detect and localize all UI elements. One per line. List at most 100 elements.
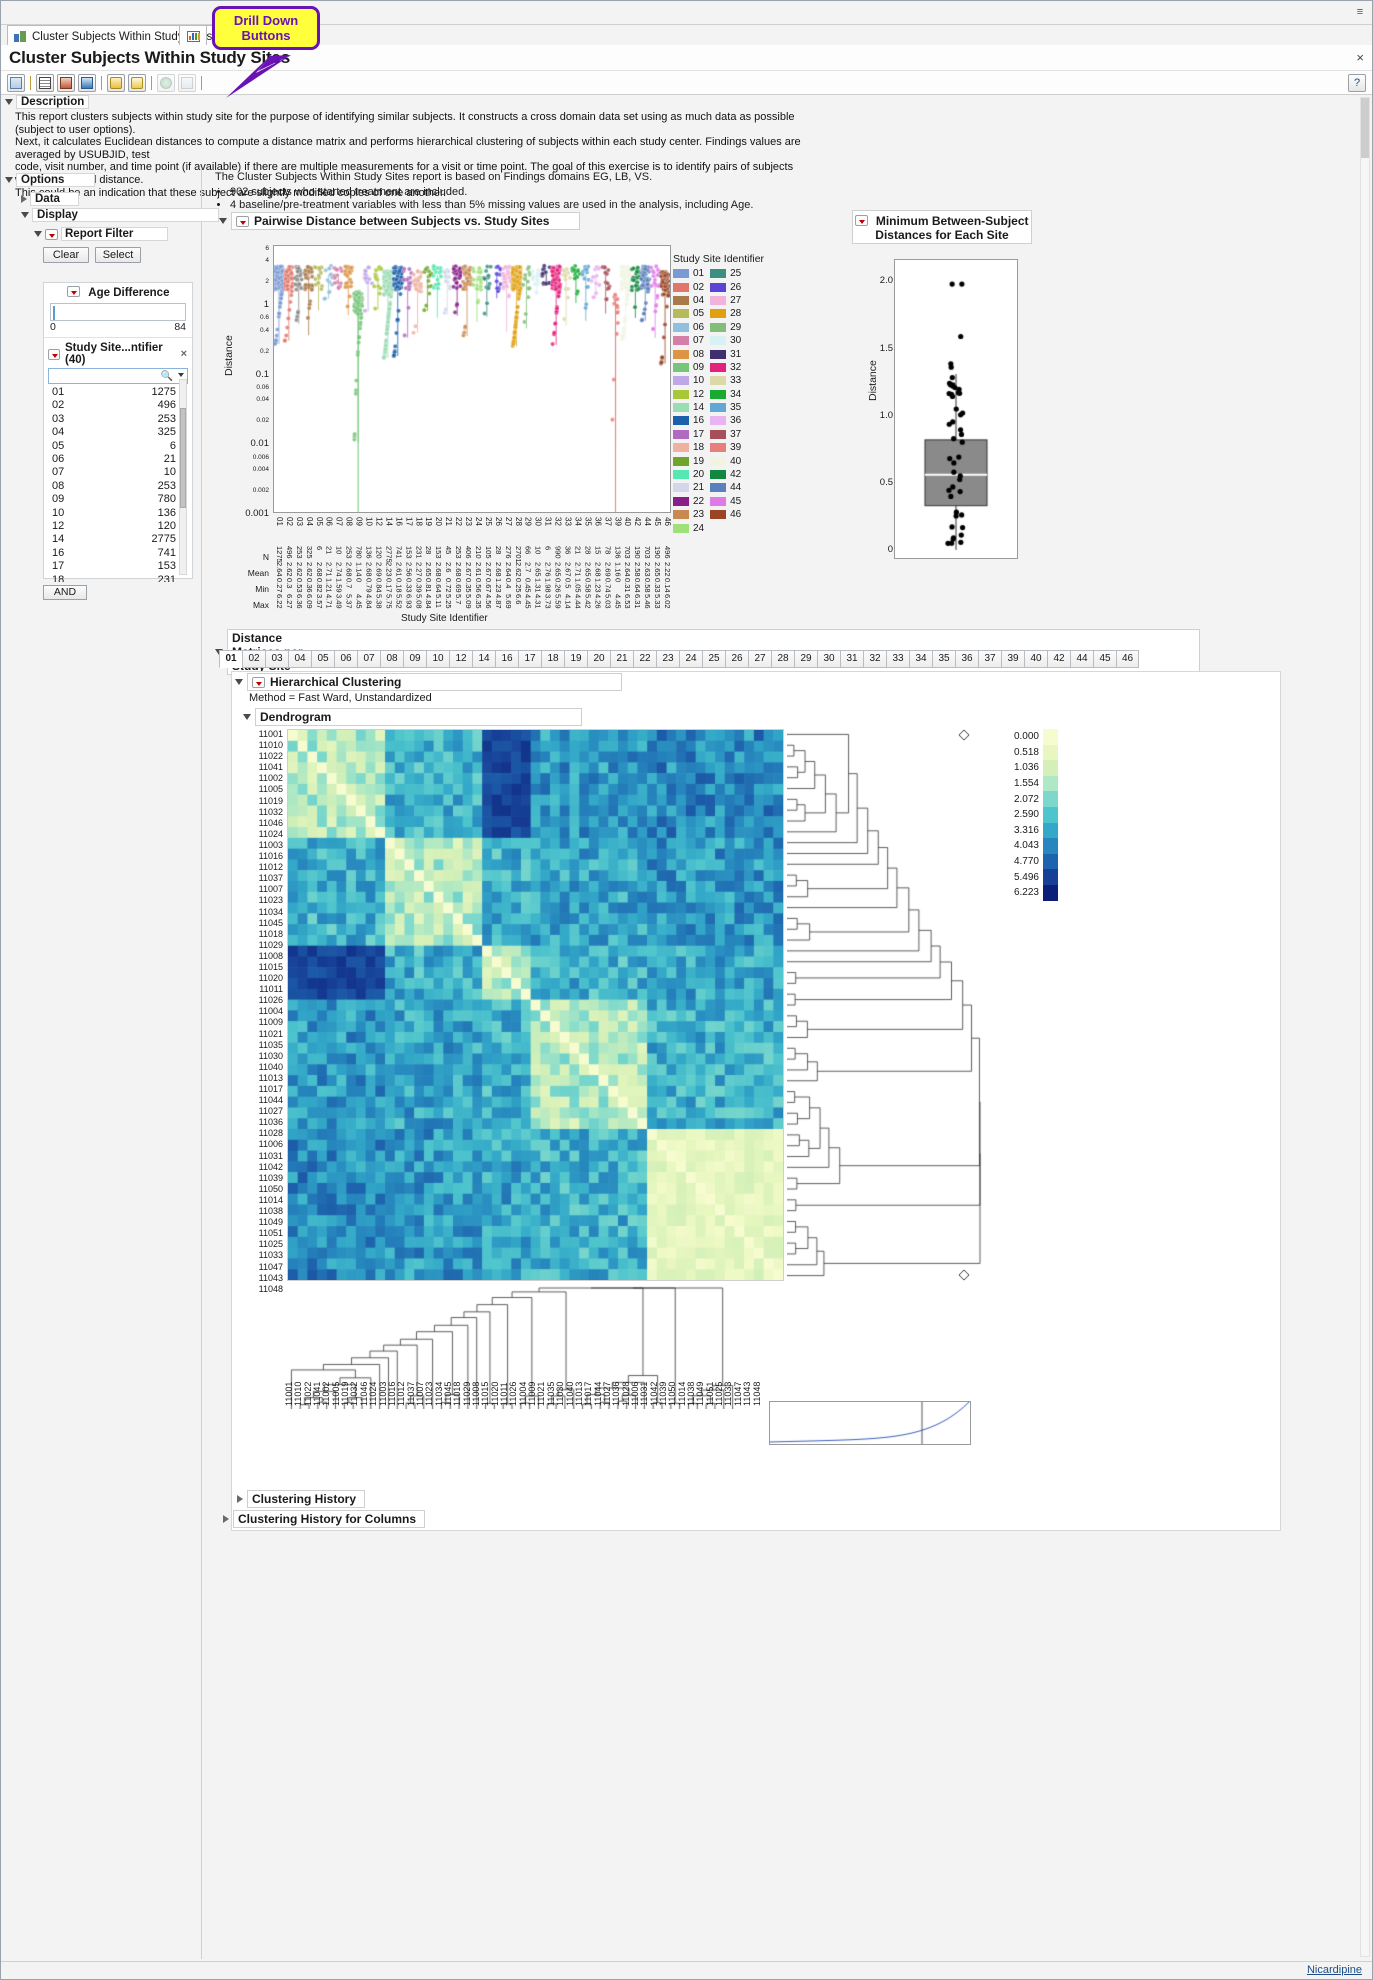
list-item[interactable]: 16 741 — [48, 547, 188, 560]
study-site-tab-40[interactable]: 40 — [1024, 650, 1047, 668]
close-icon[interactable]: × — [1356, 50, 1364, 65]
legend-item[interactable]: 30 — [710, 334, 741, 347]
list-item[interactable]: 09 780 — [48, 493, 188, 506]
data-table-button[interactable] — [36, 73, 54, 92]
study-site-tab-08[interactable]: 08 — [380, 650, 403, 668]
list-item[interactable]: 18 231 — [48, 574, 188, 582]
chevron-down-icon[interactable] — [5, 99, 13, 105]
study-site-tab-03[interactable]: 03 — [265, 650, 288, 668]
list-item[interactable]: 04 325 — [48, 426, 188, 439]
legend-item[interactable]: 25 — [710, 267, 741, 280]
study-site-tab-02[interactable]: 02 — [242, 650, 265, 668]
list-item[interactable]: 01 1275 — [48, 386, 188, 399]
edit-note-button[interactable] — [128, 73, 146, 92]
drill-down-chart-button[interactable] — [178, 73, 196, 92]
legend-item[interactable]: 40 — [710, 454, 741, 467]
clustering-history-columns-header[interactable]: Clustering History for Columns — [223, 1510, 426, 1528]
hierarchical-clustering-header[interactable]: Hierarchical Clustering — [235, 673, 623, 691]
site-filter-close-icon[interactable]: × — [180, 348, 187, 360]
chevron-right-icon[interactable] — [223, 1515, 229, 1523]
clustering-history-header[interactable]: Clustering History — [237, 1490, 366, 1508]
study-site-tab-31[interactable]: 31 — [840, 650, 863, 668]
clustering-distance-miniplot[interactable] — [769, 1401, 971, 1445]
legend-item[interactable]: 14 — [673, 401, 704, 414]
list-item[interactable]: 17 153 — [48, 560, 188, 573]
study-site-tab-24[interactable]: 24 — [679, 650, 702, 668]
legend-item[interactable]: 39 — [710, 441, 741, 454]
study-site-tab-06[interactable]: 06 — [334, 650, 357, 668]
list-item[interactable]: 07 10 — [48, 466, 188, 479]
publish-button[interactable] — [78, 73, 96, 92]
legend-item[interactable]: 36 — [710, 414, 741, 427]
box-menu-icon[interactable] — [855, 215, 869, 226]
chevron-down-icon[interactable] — [178, 373, 184, 377]
report-filter-header[interactable]: Report Filter — [34, 227, 169, 241]
legend-item[interactable]: 19 — [673, 454, 704, 467]
site-filter-menu-icon[interactable] — [48, 348, 61, 360]
legend-item[interactable]: 08 — [673, 347, 704, 360]
legend-item[interactable]: 44 — [710, 481, 741, 494]
legend-item[interactable]: 34 — [710, 388, 741, 401]
list-item[interactable]: 02 496 — [48, 399, 188, 412]
legend-item[interactable]: 33 — [710, 374, 741, 387]
legend-item[interactable]: 10 — [673, 374, 704, 387]
age-filter-menu-icon[interactable] — [66, 286, 80, 297]
study-site-tab-17[interactable]: 17 — [518, 650, 541, 668]
list-item[interactable]: 10 136 — [48, 507, 188, 520]
scrollbar-thumb[interactable] — [1361, 98, 1369, 158]
legend-item[interactable]: 29 — [710, 321, 741, 334]
study-site-tab-20[interactable]: 20 — [587, 650, 610, 668]
legend-item[interactable]: 06 — [673, 321, 704, 334]
study-site-tab-44[interactable]: 44 — [1070, 650, 1093, 668]
study-site-tab-35[interactable]: 35 — [932, 650, 955, 668]
legend-item[interactable]: 04 — [673, 294, 704, 307]
study-site-tab-09[interactable]: 09 — [403, 650, 426, 668]
chevron-down-icon[interactable] — [34, 231, 42, 237]
site-list-scrollbar[interactable] — [179, 379, 187, 575]
drill-down-globe-button[interactable] — [157, 73, 175, 92]
status-bar-link[interactable]: Nicardipine — [1306, 1964, 1362, 1976]
legend-item[interactable]: 17 — [673, 428, 704, 441]
legend-item[interactable]: 18 — [673, 441, 704, 454]
study-site-tab-14[interactable]: 14 — [472, 650, 495, 668]
study-site-tab-37[interactable]: 37 — [978, 650, 1001, 668]
study-site-tab-22[interactable]: 22 — [633, 650, 656, 668]
age-difference-slider[interactable] — [50, 303, 186, 321]
data-section-header[interactable]: Data — [21, 192, 79, 206]
chevron-down-icon[interactable] — [235, 679, 243, 685]
legend-item[interactable]: 09 — [673, 361, 704, 374]
list-item[interactable]: 05 6 — [48, 440, 188, 453]
select-button[interactable]: Select — [95, 247, 141, 263]
chevron-right-icon[interactable] — [21, 195, 27, 203]
study-site-tab-30[interactable]: 30 — [817, 650, 840, 668]
legend-item[interactable]: 37 — [710, 428, 741, 441]
study-site-tab-36[interactable]: 36 — [955, 650, 978, 668]
list-item[interactable]: 14 2775 — [48, 533, 188, 546]
site-search-input[interactable]: 🔍 — [48, 368, 188, 384]
chevron-down-icon[interactable] — [243, 714, 251, 720]
chevron-right-icon[interactable] — [237, 1495, 243, 1503]
study-site-tab-10[interactable]: 10 — [426, 650, 449, 668]
and-button[interactable]: AND — [43, 585, 87, 600]
save-image-button[interactable] — [57, 73, 75, 92]
legend-item[interactable]: 45 — [710, 495, 741, 508]
study-site-tab-01[interactable]: 01 — [219, 650, 242, 668]
document-tab-cluster-subjects[interactable]: Cluster Subjects Within Study Sites — [7, 25, 222, 47]
list-item[interactable]: 08 253 — [48, 480, 188, 493]
study-site-tab-32[interactable]: 32 — [863, 650, 886, 668]
help-button[interactable]: ? — [1348, 74, 1366, 92]
scatter-menu-icon[interactable] — [236, 215, 249, 227]
study-site-tab-46[interactable]: 46 — [1116, 650, 1139, 668]
study-site-tab-strip[interactable]: 01 02 03 04 05 06 07 08 09 10 12 14 16 17 18 19 20 21 22 23… — [219, 650, 1279, 668]
legend-item[interactable]: 32 — [710, 361, 741, 374]
scrollbar-thumb[interactable] — [180, 408, 186, 508]
pairwise-distance-scatter-plot[interactable] — [273, 245, 671, 513]
list-item[interactable]: 12 120 — [48, 520, 188, 533]
legend-item[interactable]: 28 — [710, 307, 741, 320]
chevron-down-icon[interactable] — [5, 177, 13, 183]
report-filter-menu-icon[interactable] — [45, 228, 58, 240]
site-filter-list[interactable]: 01 1275 02 496 03 253 04 325 05 6 06 21 07 10 08 253 09 7… — [48, 386, 188, 582]
study-site-tab-45[interactable]: 45 — [1093, 650, 1116, 668]
study-site-tab-18[interactable]: 18 — [541, 650, 564, 668]
legend-item[interactable]: 02 — [673, 280, 704, 293]
